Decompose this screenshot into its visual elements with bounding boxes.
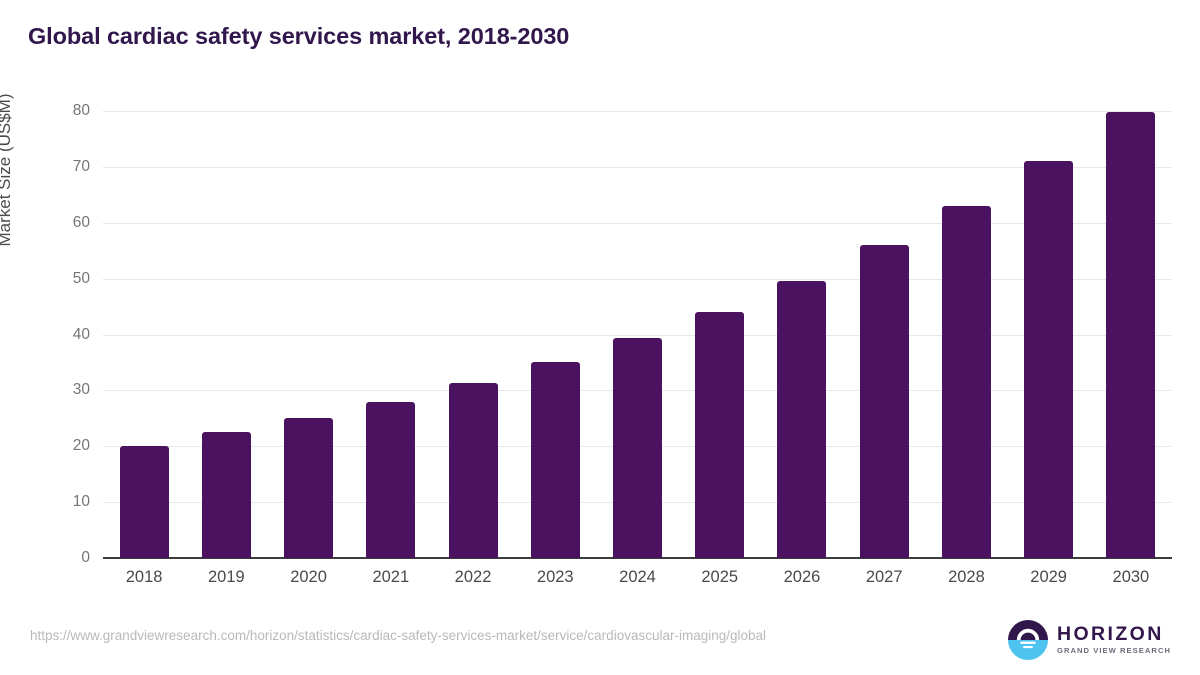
gridline-y [103, 222, 1172, 224]
y-axis-tick-label: 20 [72, 437, 90, 455]
y-axis-tick-label: 60 [72, 213, 90, 231]
source-url[interactable]: https://www.grandviewresearch.com/horizo… [30, 628, 767, 643]
x-axis-tick-label: 2028 [948, 568, 985, 586]
bar-2022[interactable] [448, 383, 498, 558]
x-axis-tick-label: 2025 [701, 568, 739, 586]
x-axis-tick-label: 2022 [454, 568, 492, 586]
x-axis-tick-label: 2018 [125, 568, 163, 586]
y-axis-tick-label: 10 [72, 493, 90, 511]
y-axis-tick-label: 80 [72, 102, 90, 119]
x-axis-tick-label: 2019 [207, 568, 245, 586]
y-axis-tick-label: 30 [72, 381, 90, 399]
logo-wordmark: HORIZON [1057, 622, 1164, 645]
x-axis-tick-label: 2027 [865, 568, 903, 586]
y-axis-tick-label: 50 [72, 269, 90, 287]
bar-2019[interactable] [201, 432, 251, 558]
y-axis-tick-label: 40 [72, 325, 90, 343]
horizon-logo[interactable]: HORIZON GRAND VIEW RESEARCH [1008, 617, 1173, 663]
bar-2020[interactable] [284, 418, 334, 558]
bar-2024[interactable] [613, 338, 662, 558]
x-axis-line [103, 557, 1172, 559]
y-axis-tick-label: 0 [81, 549, 90, 566]
x-axis-tick-label: 2020 [290, 568, 327, 586]
bar-2030[interactable] [1106, 111, 1156, 558]
bar-2021[interactable] [366, 401, 416, 558]
gridline-y [103, 166, 1172, 168]
x-axis-tick-label: 2024 [619, 568, 656, 586]
x-axis-tick-label: 2023 [536, 568, 574, 586]
logo-tagline: GRAND VIEW RESEARCH [1057, 646, 1172, 656]
horizon-logo-icon [1008, 620, 1048, 660]
bar-2027[interactable] [859, 245, 909, 558]
bar-2026[interactable] [777, 281, 827, 558]
logo-text-block: HORIZON GRAND VIEW RESEARCH [1057, 622, 1172, 656]
bars-layer [103, 111, 1172, 558]
bar-2029[interactable] [1024, 161, 1074, 558]
bar-2025[interactable] [695, 312, 745, 558]
y-axis-tick-label: 70 [72, 157, 90, 175]
bar-2028[interactable] [941, 206, 991, 558]
gridline-y [103, 111, 1172, 112]
bar-2018[interactable] [119, 446, 169, 558]
x-axis-tick-label: 2029 [1030, 568, 1067, 586]
x-axis-tick-label: 2021 [372, 568, 410, 586]
gridline-y [103, 278, 1172, 280]
page-title: Global cardiac safety services market, 2… [28, 23, 570, 49]
bar-2023[interactable] [530, 362, 580, 558]
y-axis-title: Market Size (US$M) [0, 93, 14, 247]
gridline-y [103, 334, 1172, 336]
x-axis-tick-label: 2030 [1112, 568, 1150, 586]
x-axis-tick-label: 2026 [783, 568, 821, 586]
